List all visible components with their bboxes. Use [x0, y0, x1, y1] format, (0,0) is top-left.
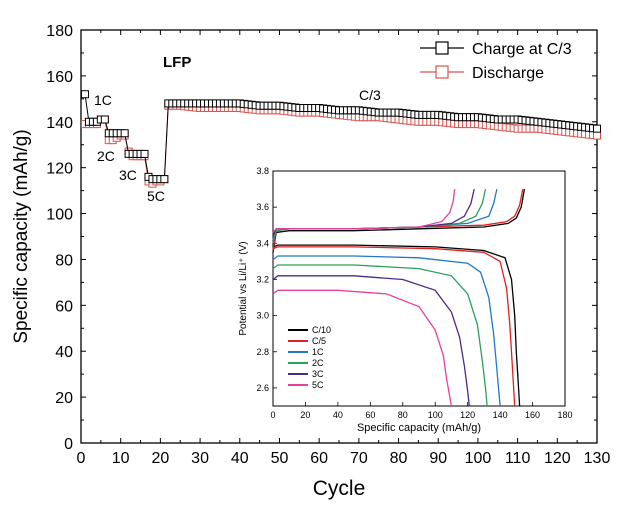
- x-tick-label: 0: [77, 450, 86, 467]
- annotation-lfp: LFP: [163, 54, 191, 71]
- y-tick-label: 40: [55, 344, 73, 361]
- inset-y-tick-label: 3.0: [256, 311, 269, 321]
- data-point-discharge: [593, 131, 601, 140]
- data-point-charge: [80, 90, 89, 99]
- inset-x-tick-label: 140: [493, 410, 508, 420]
- x-tick-label: 130: [584, 450, 611, 467]
- inset-curve-charge: [272, 189, 456, 233]
- inset-curve-charge: [272, 188, 526, 253]
- annotation-c3: C/3: [359, 87, 381, 103]
- inset-y-tick-label: 2.6: [256, 383, 269, 393]
- inset-legend-label: C/5: [312, 336, 326, 346]
- y-tick-label: 80: [55, 252, 73, 269]
- annotation-3c: 3C: [119, 167, 137, 183]
- inset-curve-discharge: [272, 289, 453, 407]
- inset-frame: [272, 170, 566, 407]
- inset-legend-label: C/10: [312, 325, 331, 335]
- x-tick-label: 30: [191, 450, 209, 467]
- y-axis-title: Specific capacity (mAh/g): [11, 129, 32, 343]
- x-tick-label: 50: [271, 450, 289, 467]
- legend-marker: [435, 65, 449, 79]
- legend-marker: [435, 41, 449, 55]
- main-plot: 0 10 20 30 40 50 60 70 80 90 100 110 120 130 0 20 40 60 80…: [11, 23, 610, 500]
- inset-x-axis-title: Specific capacity (mAh/g): [357, 422, 481, 434]
- x-tick-label: 10: [112, 450, 130, 467]
- y-tick-label: 100: [46, 207, 73, 224]
- inset-curve-discharge: [272, 246, 516, 407]
- y-tick-label: 180: [46, 23, 73, 40]
- x-tick-label: 80: [390, 450, 408, 467]
- legend-label: Discharge: [472, 65, 544, 82]
- inset-x-tick-label: 100: [428, 410, 443, 420]
- x-tick-label: 110: [505, 450, 531, 467]
- inset-x-tick-label: 40: [333, 410, 343, 420]
- inset-y-tick-label: 3.8: [256, 166, 269, 176]
- y-tick-label: 140: [46, 115, 73, 132]
- inset-legend-label: 2C: [312, 358, 324, 368]
- inset-x-tick-label: 60: [365, 410, 375, 420]
- inset-y-tick-label: 3.6: [256, 202, 269, 212]
- inset-x-tick-label: 0: [270, 410, 275, 420]
- inset-curve-discharge: [272, 264, 488, 407]
- inset-curve-discharge: [272, 275, 470, 407]
- inset-plot: 0 20 40 60 80 100 120 140 160 180 2.6 2.8 3.0 3.2 3.4 3…: [238, 166, 573, 434]
- inset-legend-label: 1C: [312, 347, 324, 357]
- x-tick-label: 20: [151, 450, 169, 467]
- y-tick-label: 160: [46, 69, 73, 86]
- annotation-1c: 1C: [94, 92, 112, 108]
- annotation-5c: 5C: [147, 188, 165, 204]
- inset-legend-label: 3C: [312, 369, 324, 379]
- inset-y-tick-label: 3.4: [256, 238, 269, 248]
- x-tick-label: 100: [465, 450, 492, 467]
- x-tick-label: 60: [310, 450, 328, 467]
- x-tick-label: 40: [231, 450, 249, 467]
- annotation-2c: 2C: [97, 148, 115, 164]
- inset-x-tick-label: 20: [300, 410, 310, 420]
- data-point-charge: [160, 175, 169, 184]
- data-point-charge: [140, 149, 149, 158]
- inset-y-tick-label: 3.2: [256, 274, 269, 284]
- inset-curve-discharge: [272, 244, 521, 407]
- data-point-charge: [100, 115, 109, 124]
- inset-x-tick-label: 80: [398, 410, 408, 420]
- x-tick-label: 120: [544, 450, 571, 467]
- inset-x-tick-label: 180: [557, 410, 572, 420]
- x-tick-label: 90: [429, 450, 447, 467]
- inset-y-axis-title: Potential vs Li/Li⁺ (V): [238, 241, 249, 335]
- x-tick-label: 70: [350, 450, 368, 467]
- inset-x-tick-label: 120: [460, 410, 475, 420]
- data-point-charge: [120, 129, 129, 138]
- inset-legend-label: 5C: [312, 380, 324, 390]
- x-axis-title: Cycle: [313, 477, 366, 500]
- data-point-charge: [593, 124, 601, 133]
- inset-x-tick-label: 160: [525, 410, 540, 420]
- legend-label: Charge at C/3: [472, 41, 572, 58]
- y-tick-label: 60: [55, 298, 73, 315]
- y-tick-label: 20: [55, 390, 73, 407]
- y-tick-label: 0: [64, 436, 73, 453]
- y-tick-label: 120: [46, 161, 73, 178]
- inset-y-tick-label: 2.8: [256, 347, 269, 357]
- inset-curve-discharge: [272, 255, 501, 407]
